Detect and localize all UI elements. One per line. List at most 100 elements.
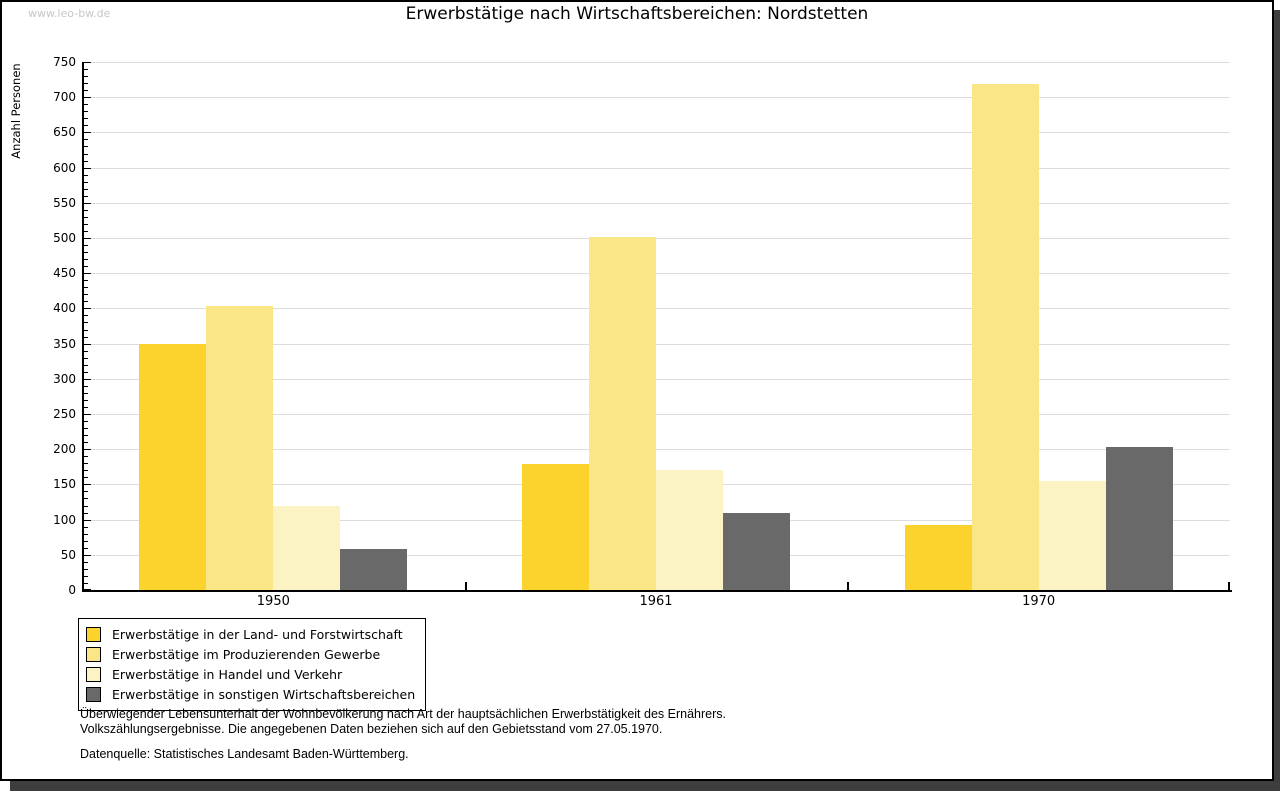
y-tick-label: 700 <box>53 90 76 105</box>
y-minor-tick <box>84 301 88 303</box>
y-minor-tick <box>84 512 88 514</box>
gridline <box>84 414 1230 415</box>
y-major-tick <box>84 97 91 99</box>
y-minor-tick <box>84 533 88 535</box>
y-tick-label: 450 <box>53 266 76 281</box>
y-minor-tick <box>84 442 88 444</box>
y-major-tick <box>84 202 91 204</box>
y-minor-tick <box>84 575 88 577</box>
legend-swatch <box>86 646 101 662</box>
y-minor-tick <box>84 223 88 225</box>
footer-description: Überwiegender Lebensunterhalt der Wohnbe… <box>80 707 726 736</box>
bar <box>722 513 790 590</box>
gridline <box>84 378 1230 380</box>
y-minor-tick <box>84 364 88 366</box>
y-minor-tick <box>84 350 88 352</box>
y-minor-tick <box>84 216 88 218</box>
gridline <box>84 167 1230 169</box>
bar <box>206 306 274 590</box>
y-tick-label: 500 <box>53 231 76 245</box>
y-major-tick <box>84 62 91 63</box>
y-tick-label: 100 <box>53 512 76 527</box>
y-minor-tick <box>84 111 88 113</box>
y-minor-tick <box>84 435 88 437</box>
y-tick-label: 250 <box>53 407 76 421</box>
bar <box>589 236 656 590</box>
y-tick-label: 0 <box>68 583 76 597</box>
y-minor-tick <box>84 188 88 190</box>
y-tick-label: 200 <box>53 442 76 457</box>
y-major-tick <box>84 132 91 134</box>
y-minor-tick <box>84 547 88 549</box>
x-boundary-tick <box>464 582 467 590</box>
legend-item: Erwerbstätige in der Land- und Forstwirt… <box>86 624 415 644</box>
y-minor-tick <box>84 371 88 373</box>
y-minor-tick <box>84 287 88 289</box>
y-minor-tick <box>84 477 88 479</box>
y-tick-label: 50 <box>60 547 76 562</box>
y-tick-label: 750 <box>53 55 76 69</box>
y-tick-label: 350 <box>53 336 76 351</box>
bar <box>904 524 972 590</box>
y-minor-tick <box>84 357 88 359</box>
y-major-tick <box>84 273 91 275</box>
footer-line-2: Volkszählungsergebnisse. Die angegebenen… <box>80 721 663 736</box>
y-tick-label: 650 <box>53 125 76 140</box>
y-minor-tick <box>84 470 88 472</box>
y-minor-tick <box>84 463 88 465</box>
bar <box>1038 480 1106 590</box>
legend-label: Erwerbstätige in der Land- und Forstwirt… <box>112 626 403 642</box>
y-minor-tick <box>84 174 88 176</box>
y-minor-tick <box>84 90 88 92</box>
y-minor-tick <box>84 153 88 155</box>
bar <box>139 343 207 590</box>
gridline <box>84 238 1230 239</box>
y-minor-tick <box>84 294 88 296</box>
y-minor-tick <box>84 266 88 268</box>
gridline <box>84 449 1230 451</box>
y-tick-label: 550 <box>53 195 76 210</box>
gridline <box>84 97 1230 99</box>
y-major-tick <box>84 308 91 310</box>
y-minor-tick <box>84 139 88 141</box>
y-major-tick <box>84 238 91 239</box>
y-tick-label: 300 <box>53 371 76 386</box>
y-minor-tick <box>84 125 88 127</box>
y-minor-tick <box>84 428 88 430</box>
y-minor-tick <box>84 181 88 183</box>
y-minor-tick <box>84 540 88 542</box>
x-axis-line <box>82 590 1232 592</box>
legend-swatch <box>86 626 101 642</box>
y-minor-tick <box>84 392 88 394</box>
y-minor-tick <box>84 385 88 387</box>
legend-item: Erwerbstätige im Produzierenden Gewerbe <box>86 644 415 664</box>
y-major-tick <box>84 167 91 169</box>
legend-label: Erwerbstätige in sonstigen Wirtschaftsbe… <box>112 686 416 702</box>
y-minor-tick <box>84 69 88 71</box>
y-major-tick <box>84 589 91 590</box>
x-boundary-tick <box>847 582 850 590</box>
x-boundary-tick <box>1228 582 1230 590</box>
plot-area <box>82 62 1230 590</box>
y-axis-label: Anzahl Personen <box>9 63 23 159</box>
y-minor-tick <box>84 561 88 563</box>
bar <box>522 463 590 590</box>
y-minor-tick <box>84 498 88 500</box>
y-major-tick <box>84 554 91 556</box>
y-axis-line <box>82 62 84 592</box>
y-minor-tick <box>84 146 88 148</box>
gridline <box>84 132 1230 134</box>
y-minor-tick <box>84 322 88 324</box>
bar <box>273 505 341 590</box>
gridline <box>84 308 1230 310</box>
y-major-tick <box>84 343 91 345</box>
y-minor-tick <box>84 280 88 282</box>
y-minor-tick <box>84 582 88 584</box>
gridline <box>84 343 1230 345</box>
y-minor-tick <box>84 329 88 331</box>
y-minor-tick <box>84 76 88 78</box>
x-boundary-tick <box>82 582 84 590</box>
y-minor-tick <box>84 83 88 85</box>
legend-item: Erwerbstätige in sonstigen Wirtschaftsbe… <box>86 684 415 704</box>
